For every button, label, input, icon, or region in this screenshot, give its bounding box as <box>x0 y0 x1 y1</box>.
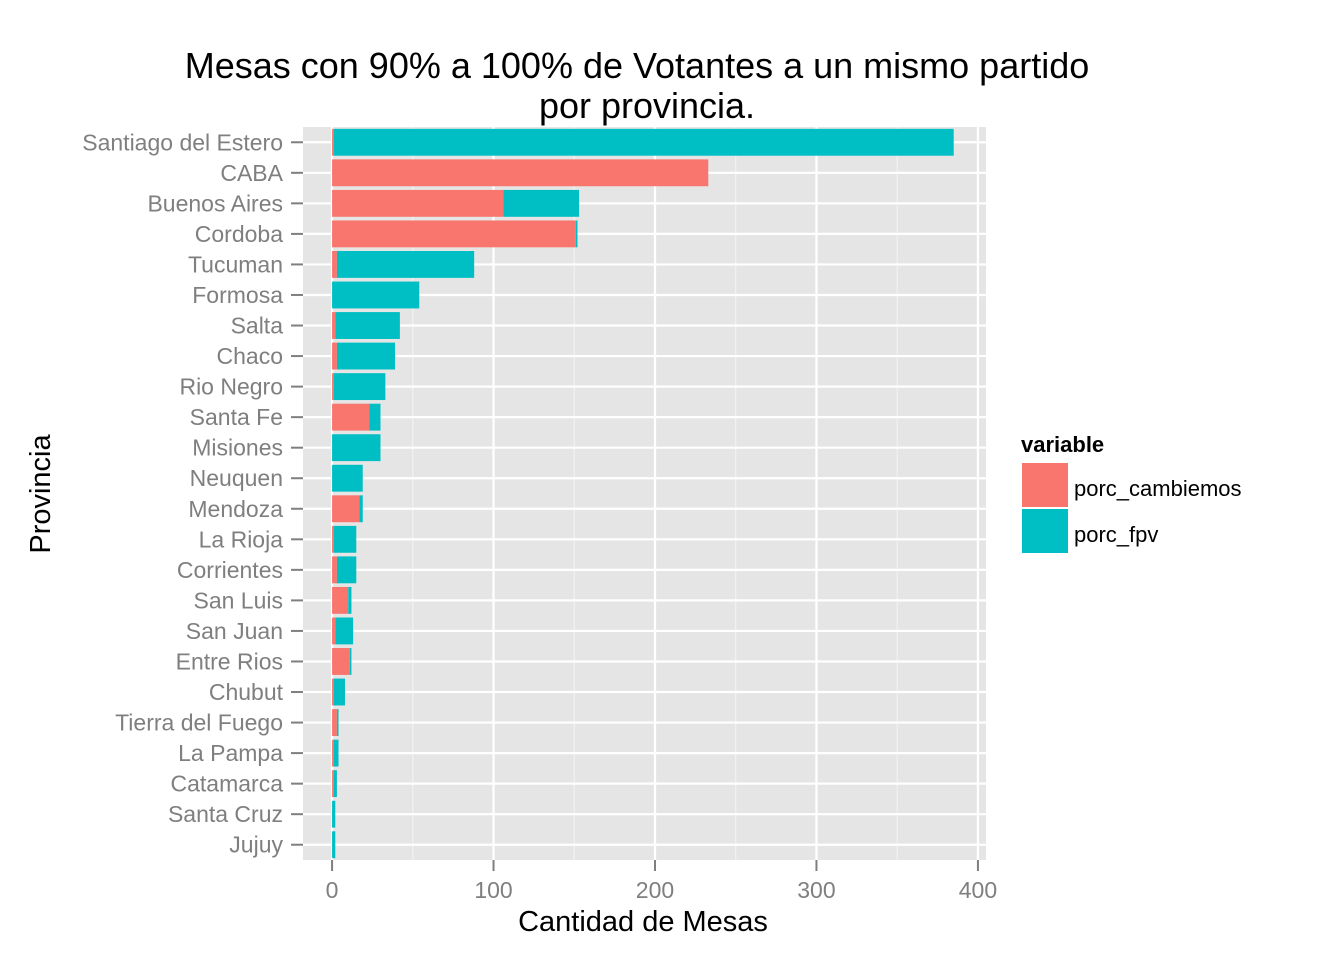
bar-porc-cambiemos <box>332 617 336 645</box>
bar-porc-fpv <box>336 709 339 737</box>
y-tick-label: Mendoza <box>188 496 283 522</box>
y-tick-label: Corrientes <box>177 557 283 583</box>
bar-porc-cambiemos <box>332 586 349 614</box>
bar-porc-cambiemos <box>332 556 337 584</box>
y-tick-label: Chaco <box>217 343 283 369</box>
y-tick-label: CABA <box>220 160 283 186</box>
bar-porc-fpv <box>336 250 475 278</box>
bar-porc-cambiemos <box>332 159 709 187</box>
bar-porc-cambiemos <box>332 525 334 553</box>
x-axis: 0 100 200 300 400 <box>326 860 997 903</box>
y-tick-label: San Juan <box>186 618 283 644</box>
bar-porc-cambiemos <box>332 403 370 431</box>
legend-label-porc-cambiemos: porc_cambiemos <box>1074 476 1242 501</box>
bar-porc-fpv <box>332 434 381 462</box>
y-tick-label: Tierra del Fuego <box>115 710 283 736</box>
bar-porc-fpv <box>333 678 345 706</box>
x-tick-label: 100 <box>474 877 512 903</box>
y-tick-label: Santiago del Estero <box>82 129 283 155</box>
legend: variable porc_cambiemos porc_fpv <box>1021 432 1242 553</box>
x-tick-label: 200 <box>636 877 674 903</box>
y-tick-label: Cordoba <box>195 221 283 247</box>
bar-porc-fpv <box>348 586 352 614</box>
bars <box>332 128 954 859</box>
y-tick-label: Salta <box>231 313 284 339</box>
y-tick-label: Catamarca <box>171 771 284 797</box>
bar-porc-fpv <box>335 312 400 339</box>
bar-porc-fpv <box>333 525 357 553</box>
bar-porc-cambiemos <box>332 189 504 217</box>
bar-porc-fpv <box>336 556 357 584</box>
x-tick-label: 300 <box>797 877 835 903</box>
bar-porc-fpv <box>349 648 352 675</box>
y-tick-label: La Pampa <box>178 740 283 766</box>
legend-key-porc-fpv <box>1022 509 1068 553</box>
bar-porc-cambiemos <box>332 373 334 401</box>
chart-title-line1: Mesas con 90% a 100% de Votantes a un mi… <box>185 45 1090 86</box>
bar-porc-fpv <box>335 617 354 645</box>
legend-key-porc-cambiemos <box>1022 463 1068 507</box>
y-tick-label: Santa Fe <box>190 404 283 430</box>
y-tick-label: Santa Cruz <box>168 801 283 827</box>
bar-porc-fpv <box>369 403 381 431</box>
bar-porc-cambiemos <box>332 495 360 523</box>
bar-porc-fpv <box>332 800 336 828</box>
legend-title: variable <box>1021 432 1104 457</box>
y-tick-label: Neuquen <box>190 465 283 491</box>
bar-porc-cambiemos <box>332 220 576 248</box>
bar-porc-fpv <box>332 831 336 859</box>
y-axis-title: Provincia <box>25 433 57 553</box>
bar-porc-fpv <box>333 770 337 798</box>
x-tick-label: 0 <box>326 877 339 903</box>
bar-porc-fpv <box>575 220 578 248</box>
bar-porc-cambiemos <box>332 648 350 675</box>
y-tick-label: Entre Rios <box>176 648 283 674</box>
chart-title-line2: por provincia. <box>539 85 755 126</box>
bar-porc-fpv <box>333 739 339 767</box>
bar-porc-cambiemos <box>332 250 337 278</box>
bar-porc-cambiemos <box>332 342 337 370</box>
x-axis-title: Cantidad de Mesas <box>518 906 768 938</box>
bar-porc-fpv <box>332 464 363 492</box>
bar-porc-cambiemos <box>332 312 336 339</box>
bar-porc-fpv <box>336 342 396 370</box>
bar-porc-cambiemos <box>332 128 334 156</box>
plot-panel <box>303 127 986 860</box>
y-tick-label: Misiones <box>192 435 283 461</box>
bar-porc-fpv <box>333 373 386 401</box>
bar-porc-cambiemos <box>332 770 334 798</box>
y-tick-label: Buenos Aires <box>147 190 283 216</box>
bar-porc-fpv <box>503 189 580 217</box>
x-tick-label: 400 <box>959 877 997 903</box>
y-tick-label: Tucuman <box>188 251 283 277</box>
bar-porc-cambiemos <box>332 739 334 767</box>
legend-label-porc-fpv: porc_fpv <box>1074 522 1158 547</box>
y-tick-label: Formosa <box>192 282 283 308</box>
y-tick-label: La Rioja <box>199 526 284 552</box>
y-axis: Santiago del Estero CABA Buenos Aires Cordo… <box>82 129 303 858</box>
y-tick-label: Jujuy <box>229 832 283 858</box>
bar-porc-fpv <box>332 281 420 309</box>
bar-porc-fpv <box>359 495 363 523</box>
y-tick-label: San Luis <box>193 587 283 613</box>
y-tick-label: Chubut <box>209 679 284 705</box>
bar-porc-cambiemos <box>332 678 334 706</box>
bar-porc-cambiemos <box>332 709 337 737</box>
bar-porc-fpv <box>333 128 954 156</box>
y-tick-label: Rio Negro <box>179 374 283 400</box>
